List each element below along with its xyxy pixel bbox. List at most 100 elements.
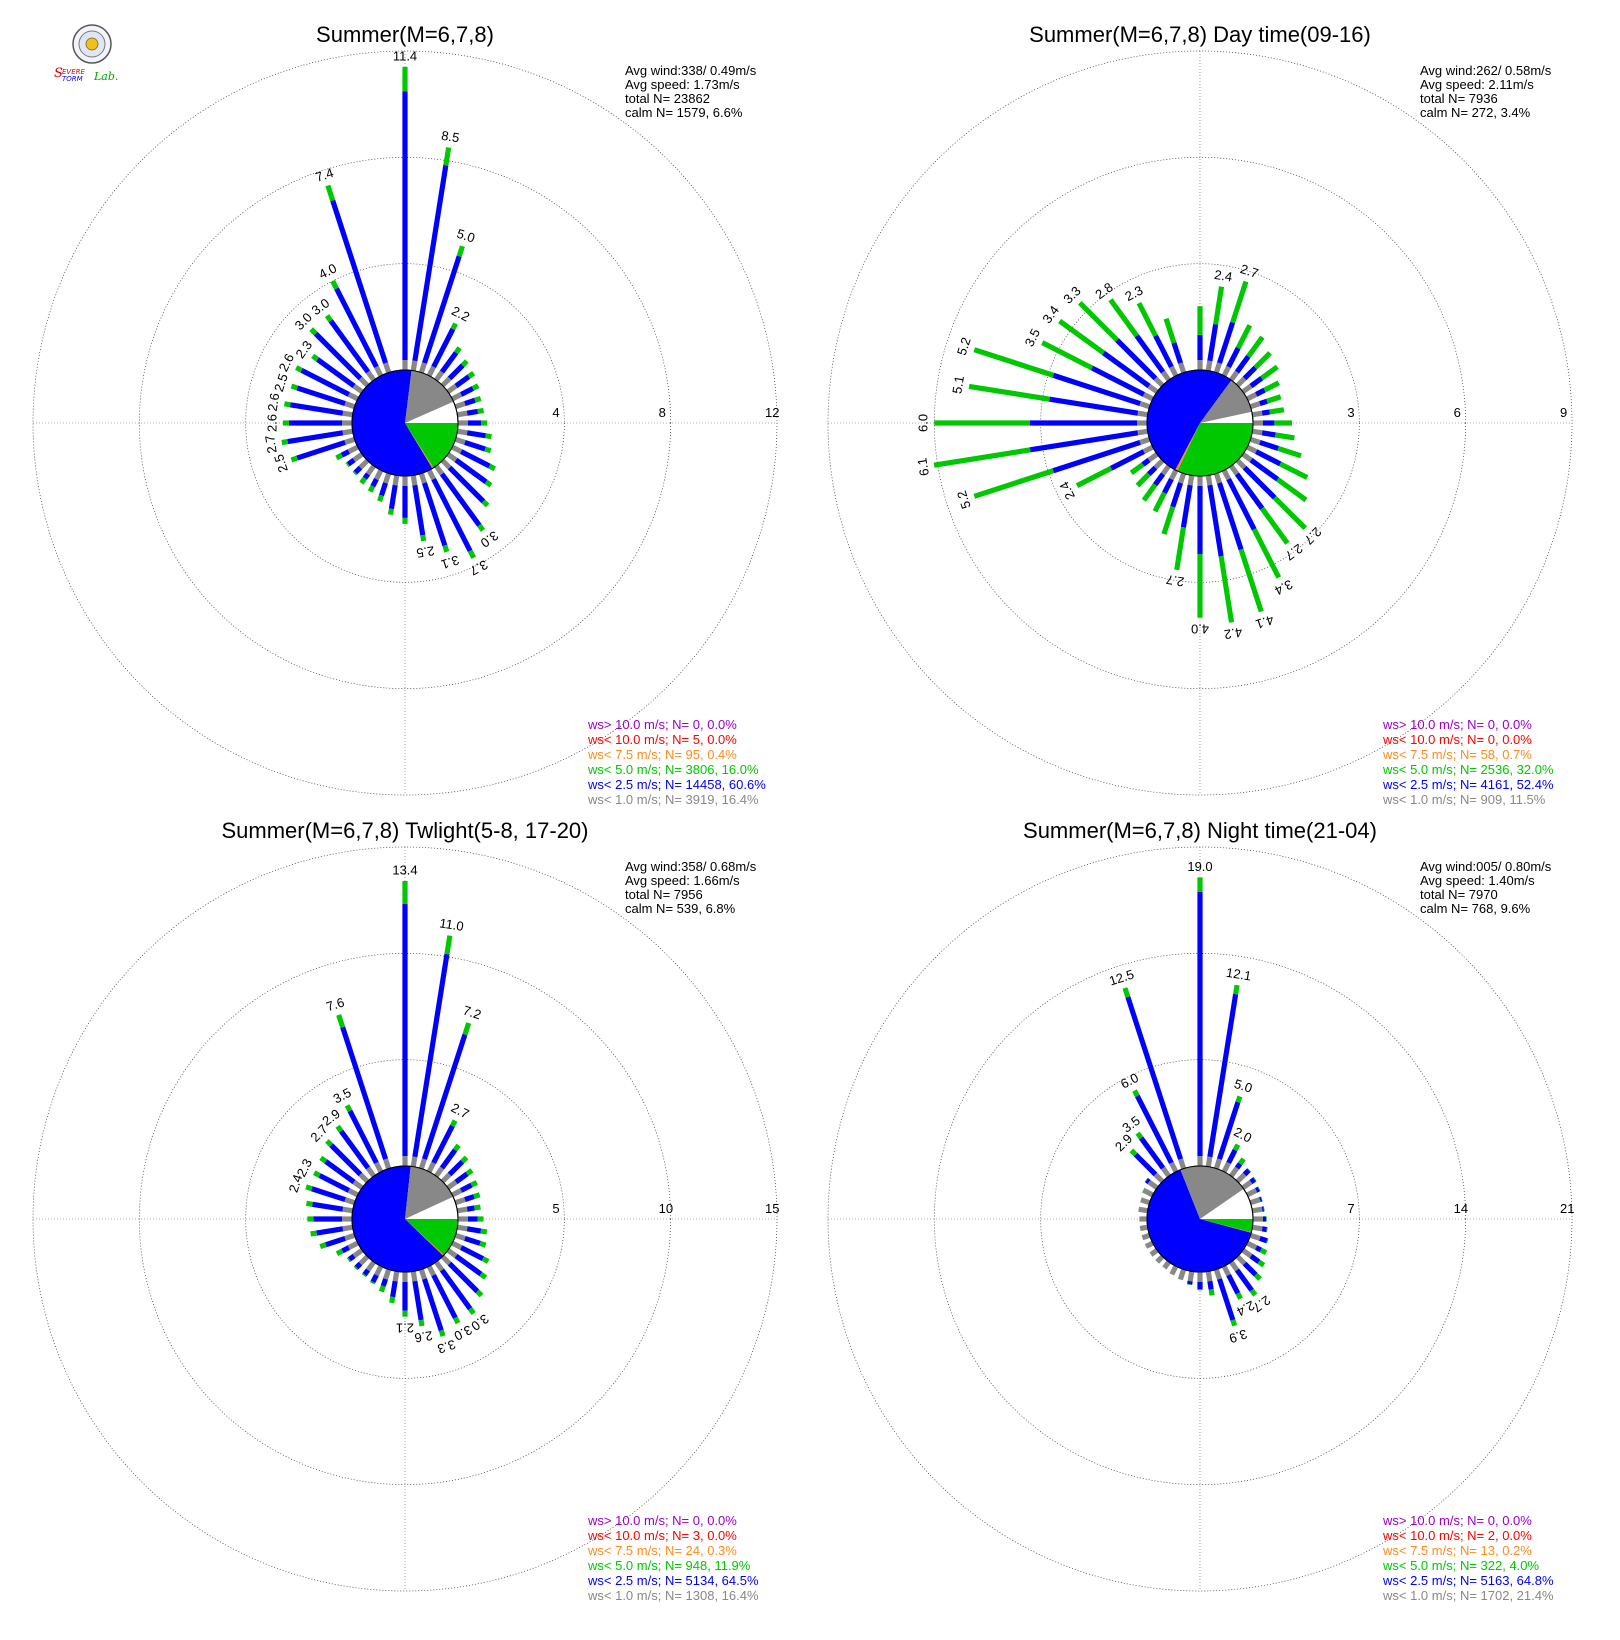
bar-segment-lt2_5: [1217, 1278, 1236, 1321]
svg-text:Lab.: Lab.: [93, 70, 118, 83]
bar-segment-lt5: [1132, 1089, 1140, 1098]
bar-segment-lt5: [1279, 461, 1309, 480]
bar-value-label: 3.9: [1227, 1326, 1249, 1346]
calm-segment: [1205, 360, 1213, 372]
bar-segment-lt5: [290, 383, 298, 391]
calm-segment: [456, 410, 468, 418]
bar-segment-lt5: [309, 327, 318, 336]
bar-segment-lt5: [1135, 472, 1151, 488]
calm-segment: [1137, 428, 1149, 436]
calm-segment: [1249, 436, 1261, 445]
pie-border: [351, 369, 459, 477]
calm-segment: [1249, 1232, 1261, 1241]
bar-segment-lt5: [1197, 877, 1203, 892]
calm-segment: [342, 1216, 352, 1222]
legend-entry: ws< 7.5 m/s; N= 24, 0.3%: [587, 1543, 737, 1558]
bar-segment-lt2_5: [460, 449, 491, 469]
calm-segment: [402, 1272, 408, 1282]
bar-segment-lt2_5: [380, 1278, 388, 1287]
calm-segment: [342, 428, 354, 436]
bar-segment-lt5: [325, 1139, 333, 1147]
bar-segment-lt5: [1254, 1273, 1262, 1281]
bar-segment-lt2_5: [353, 465, 363, 475]
bar-segment-lt5: [345, 462, 350, 468]
bar-value-label: 2.7: [1165, 572, 1185, 590]
bar-segment-lt5: [475, 1289, 484, 1298]
bar-segment-lt2_5: [439, 1148, 458, 1170]
bar-segment-lt2_5: [412, 953, 450, 1158]
bar-segment-lt5: [454, 346, 462, 355]
bar-segment-lt2_5: [296, 385, 346, 406]
bar-segment-lt5: [473, 1192, 481, 1199]
bar-segment-lt2_5: [1261, 1226, 1267, 1233]
calm-segment: [374, 1265, 384, 1277]
calm-segment: [358, 1172, 370, 1184]
calm-segment: [1235, 1254, 1247, 1266]
calm-segment: [426, 1265, 436, 1277]
grid-ring: [32, 846, 778, 1592]
calm-segment: [1138, 1206, 1149, 1214]
bar-segment-lt2_5: [1207, 993, 1239, 1158]
calm-segment: [1178, 362, 1187, 374]
panel-title: Summer(M=6,7,8) Twlight(5-8, 17-20): [221, 818, 588, 843]
calm-segment: [383, 1158, 392, 1170]
pie-slice-lt1: [405, 1166, 454, 1219]
bar-value-label: 2.6: [264, 414, 279, 432]
stat-avg-wind: Avg wind:262/ 0.58m/s: [1420, 63, 1552, 78]
bar-segment-lt2_5: [1102, 350, 1151, 389]
calm-segment: [418, 1158, 427, 1170]
bar-segment-lt2_5: [1242, 1261, 1258, 1277]
calm-segment: [1141, 1232, 1151, 1241]
calm-segment: [1221, 469, 1231, 481]
bar-segment-lt2_5: [1263, 1216, 1266, 1222]
legend-entry: ws< 2.5 m/s; N= 14458, 60.6%: [587, 777, 766, 792]
calm-segment: [451, 444, 463, 454]
bar-segment-lt5: [1253, 1176, 1257, 1182]
bar-segment-lt5: [306, 1200, 313, 1207]
calm-segment: [1221, 1265, 1231, 1277]
bar-segment-lt5: [402, 66, 408, 92]
bar-value-label: 2.3: [294, 1156, 316, 1179]
calm-segment: [1139, 401, 1151, 410]
bar-segment-lt5: [330, 279, 339, 290]
grid-ring: [827, 50, 1573, 796]
lab-seal-icon: S EVERE TORM Lab.: [54, 24, 118, 83]
bar-segment-lt5: [1197, 306, 1203, 335]
calm-segment: [383, 362, 392, 374]
calm-segment: [1235, 1172, 1247, 1184]
calm-segment: [1241, 1179, 1253, 1190]
bar-segment-lt5: [1232, 1143, 1241, 1152]
calm-segment: [456, 1224, 468, 1232]
calm-segment: [1153, 458, 1165, 470]
bar-segment-lt2_5: [1261, 430, 1276, 438]
bar-segment-lt2_5: [288, 420, 342, 426]
bar-segment-lt2_5: [1226, 1148, 1238, 1164]
calm-segment: [1241, 1248, 1253, 1259]
bar-segment-lt5: [1257, 1186, 1261, 1192]
svg-text:S: S: [54, 66, 63, 81]
bar-segment-lt2_5: [1197, 334, 1203, 360]
bar-value-label: 6.1: [914, 457, 932, 477]
bar-value-label: 2.6: [414, 1328, 434, 1346]
bar-segment-lt2_5: [1052, 372, 1141, 406]
bar-value-label: 11.4: [393, 48, 417, 63]
bar-segment-lt5: [346, 1257, 351, 1263]
bar-segment-lt2_5: [1234, 354, 1251, 374]
pie-slice-lt7_5: [1175, 423, 1200, 471]
bar-segment-lt5: [1058, 318, 1105, 355]
bar-segment-lt5: [460, 1155, 469, 1164]
calm-segment: [440, 376, 452, 388]
calm-segment: [402, 360, 408, 370]
bar-value-label: 2.6: [276, 351, 298, 374]
bar-segment-lt5: [1144, 1177, 1149, 1183]
bar-segment-lt5: [1269, 407, 1285, 415]
bar-segment-lt2_5: [1029, 430, 1139, 453]
calm-segment: [1153, 376, 1165, 388]
pie-slice-lt5: [405, 423, 458, 468]
calm-segment: [440, 1172, 452, 1184]
bar-segment-lt5: [1249, 1288, 1258, 1297]
bar-segment-lt5: [1235, 1095, 1243, 1103]
bar-segment-lt2_5: [1255, 387, 1266, 397]
bar-segment-lt2_5: [379, 482, 388, 497]
